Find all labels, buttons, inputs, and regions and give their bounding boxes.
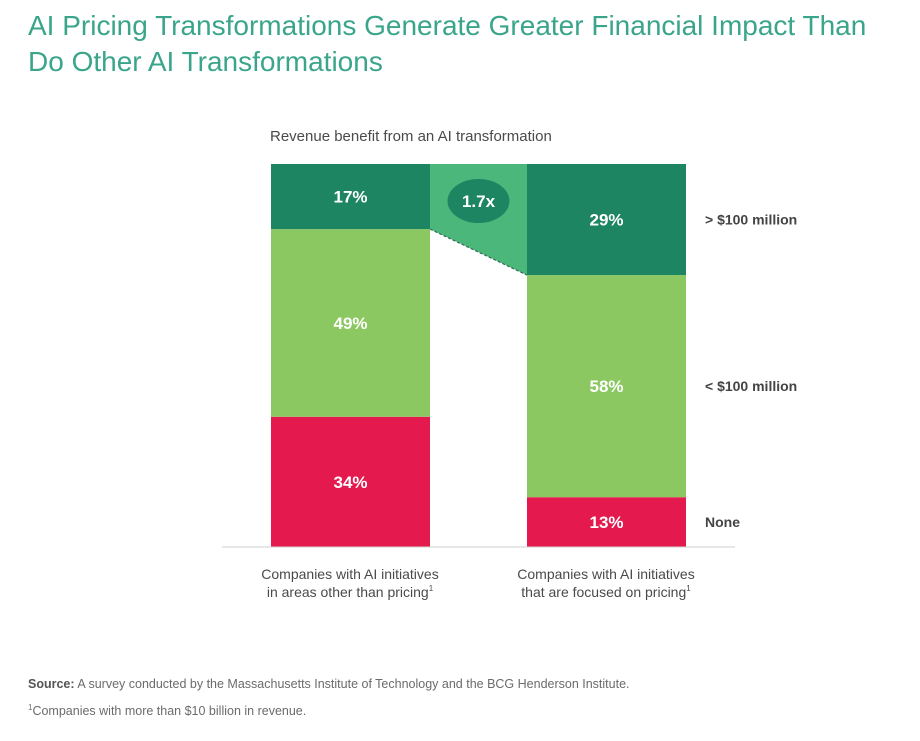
chart-title: AI Pricing Transformations Generate Grea… <box>28 8 908 80</box>
legend-label: > $100 million <box>705 212 797 228</box>
footnote-marker: 1 <box>429 584 434 593</box>
data-label: 17% <box>333 188 367 207</box>
bar-segment <box>271 229 430 417</box>
legend-label: < $100 million <box>705 378 797 394</box>
footnote-marker: 1 <box>28 703 33 712</box>
multiplier-label: 1.7x <box>462 192 496 211</box>
data-label: 49% <box>333 314 367 333</box>
multiplier-dashed-line <box>429 228 528 276</box>
title-line-2: Do Other AI Transformations <box>28 46 383 77</box>
source-note: Source: A survey conducted by the Massac… <box>28 677 630 691</box>
data-label: 58% <box>589 377 623 396</box>
bar-segment <box>527 164 686 276</box>
title-line-1: AI Pricing Transformations Generate Grea… <box>28 10 867 41</box>
data-label: 13% <box>589 513 623 532</box>
footnote-text: Companies with more than $10 billion in … <box>32 704 307 719</box>
data-label: 29% <box>589 211 623 230</box>
data-label: 34% <box>333 473 367 492</box>
footnote: 1Companies with more than $10 billion in… <box>28 703 306 718</box>
chart-subtitle: Revenue benefit from an AI transformatio… <box>270 128 552 145</box>
category-label-line1: Companies with AI initiatives <box>517 566 694 582</box>
source-label: Source: <box>28 677 75 691</box>
bar-segment <box>527 275 686 498</box>
category-label-line1: Companies with AI initiatives <box>261 566 438 582</box>
bar-segment <box>271 164 430 230</box>
multiplier-badge <box>447 179 510 223</box>
bar-segment <box>527 497 686 547</box>
chart-area: 34% 13% 49% 58% 17% 29% 1.7x > $100 million < $1… <box>222 164 797 600</box>
footnote-marker: 1 <box>686 584 691 593</box>
source-text: A survey conducted by the Massachusetts … <box>74 677 630 691</box>
bar-segment <box>271 416 430 547</box>
legend-label: None <box>705 514 740 530</box>
category-label-line2: that are focused on pricing1 <box>521 584 691 600</box>
category-label-line2: in areas other than pricing1 <box>267 584 434 600</box>
